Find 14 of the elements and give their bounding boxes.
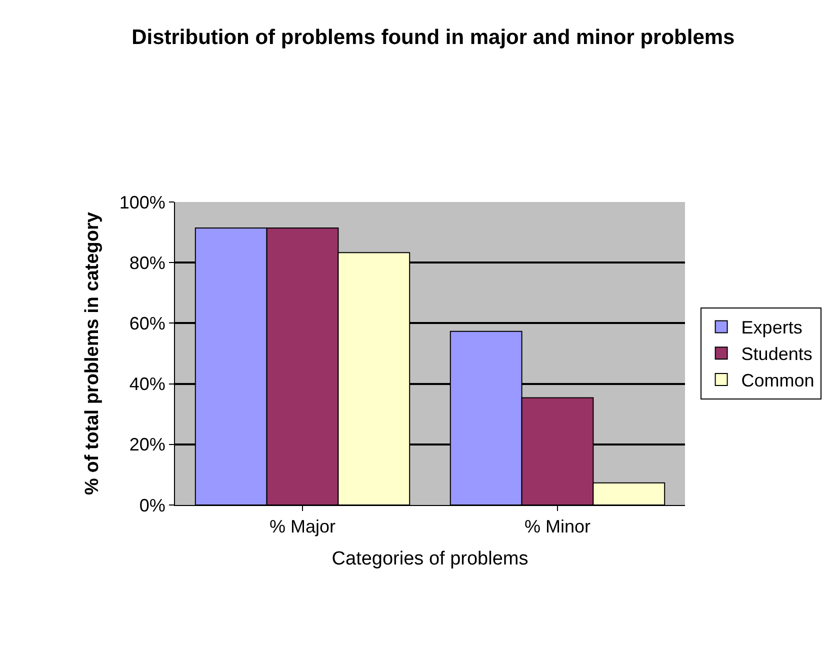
legend-label: Students [741, 344, 812, 364]
x-axis-title: Categories of problems [332, 548, 528, 570]
y-tick-label: 40% [129, 374, 166, 394]
y-tick-label: 80% [129, 252, 166, 273]
x-tick-label: % Major [269, 516, 336, 537]
y-tick-label: 20% [129, 434, 166, 455]
legend-label: Experts [741, 318, 802, 338]
legend-label: Common [741, 370, 814, 391]
y-tick-label: 60% [129, 314, 166, 334]
chart-title: Distribution of problems found in major and minor problems [132, 26, 735, 50]
y-axis-title: % of total problems in category [82, 212, 104, 495]
y-tick-label: 100% [119, 192, 166, 212]
y-tick-label: 0% [139, 495, 166, 516]
x-tick-label: % Minor [524, 516, 591, 537]
